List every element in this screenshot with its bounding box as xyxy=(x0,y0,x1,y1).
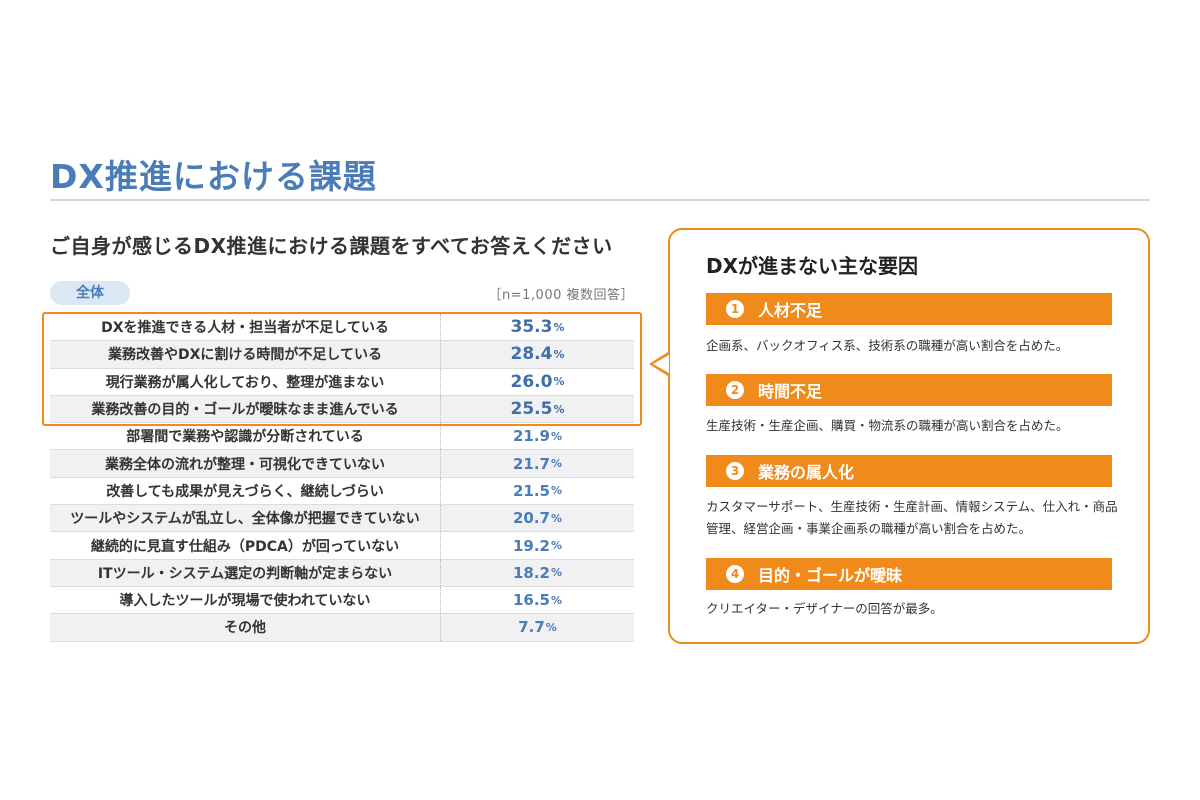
value-unit: % xyxy=(550,429,563,443)
value-unit: % xyxy=(550,484,563,498)
value-number: 16.5 xyxy=(512,591,550,610)
factor-desc-3: カスタマーサポート、生産技術・生産計画、情報システム、仕入れ・商品管理、経営企画… xyxy=(706,499,1118,536)
page-title: DX推進における課題 xyxy=(50,157,377,196)
row-label: 改善しても成果が見えづらく、継続しづらい xyxy=(106,483,384,500)
table-row: 業務改善やDXに割ける時間が不足している 28.4% xyxy=(50,341,634,369)
segment-badge: 全体 xyxy=(50,281,130,305)
factor-name: 業務の属人化 xyxy=(758,463,855,482)
value-unit: % xyxy=(550,593,563,607)
factor-name: 人材不足 xyxy=(758,301,823,320)
factor-bar-1: 1 人材不足 xyxy=(706,293,1112,325)
row-label: 部署間で業務や認識が分断されている xyxy=(126,429,364,446)
callout-title: DXが進まない主な要因 xyxy=(706,254,919,278)
row-value: 25.5% xyxy=(440,395,634,423)
sample-note: ［n=1,000 複数回答］ xyxy=(488,288,634,303)
row-label: 業務改善の目的・ゴールが曖昧なまま進んでいる xyxy=(91,402,399,419)
row-label: 業務全体の流れが整理・可視化できていない xyxy=(105,456,385,473)
factor-desc-4: クリエイター・デザイナーの回答が最多。 xyxy=(706,601,943,616)
row-label: ITツール・システム選定の判断軸が定まらない xyxy=(97,565,393,582)
value-unit: % xyxy=(545,620,557,634)
survey-question: ご自身が感じるDX推進における課題をすべてお答えください xyxy=(50,234,613,258)
row-value: 18.2% xyxy=(440,559,634,586)
value-number: 28.4 xyxy=(510,344,553,365)
table-row: DXを推進できる人材・担当者が不足している 35.3% xyxy=(50,314,634,342)
number-badge-icon: 3 xyxy=(726,462,744,480)
value-number: 18.2 xyxy=(512,563,550,582)
table-row: 導入したツールが現場で使われていない 16.5% xyxy=(50,586,634,615)
row-label: その他 xyxy=(224,620,266,637)
value-unit: % xyxy=(550,566,563,580)
row-label: ツールやシステムが乱立し、全体像が把握できていない xyxy=(70,511,420,528)
number-badge-icon: 1 xyxy=(726,300,744,318)
row-value: 21.7% xyxy=(440,450,634,477)
row-label: 継続的に見直す仕組み（PDCA）が回っていない xyxy=(90,538,400,555)
value-number: 25.5 xyxy=(510,399,553,420)
factor-name: 目的・ゴールが曖昧 xyxy=(758,566,903,585)
value-number: 26.0 xyxy=(510,371,553,392)
number-badge-icon: 4 xyxy=(726,565,744,583)
callout-pointer-fill xyxy=(653,355,669,373)
value-unit: % xyxy=(553,320,565,334)
title-divider xyxy=(50,199,1150,201)
value-number: 21.7 xyxy=(512,454,550,473)
factor-desc-1: 企画系、バックオフィス系、技術系の職種が高い割合を占めた。 xyxy=(706,338,1069,353)
number-badge-icon: 2 xyxy=(726,381,744,399)
value-number: 19.2 xyxy=(512,536,550,555)
row-value: 16.5% xyxy=(440,586,634,614)
row-value: 19.2% xyxy=(440,532,634,559)
value-number: 7.7 xyxy=(518,618,545,637)
row-value: 35.3% xyxy=(440,314,634,341)
row-label: 業務改善やDXに割ける時間が不足している xyxy=(108,347,382,364)
factor-name: 時間不足 xyxy=(758,382,823,401)
results-table: DXを推進できる人材・担当者が不足している 35.3% 業務改善やDXに割ける時間が… xyxy=(50,314,634,642)
table-row: 継続的に見直す仕組み（PDCA）が回っていない 19.2% xyxy=(50,532,634,560)
value-unit: % xyxy=(553,375,565,389)
row-label: DXを推進できる人材・担当者が不足している xyxy=(101,320,389,337)
row-value: 20.7% xyxy=(440,505,634,532)
factor-bar-3: 3 業務の属人化 xyxy=(706,455,1112,487)
table-row: 部署間で業務や認識が分断されている 21.9% xyxy=(50,423,634,451)
table-row: ツールやシステムが乱立し、全体像が把握できていない 20.7% xyxy=(50,505,634,533)
row-value: 21.5% xyxy=(440,477,634,505)
row-value: 21.9% xyxy=(440,423,634,450)
value-unit: % xyxy=(550,511,563,525)
factor-bar-2: 2 時間不足 xyxy=(706,374,1112,406)
value-unit: % xyxy=(550,457,563,471)
table-row: ITツール・システム選定の判断軸が定まらない 18.2% xyxy=(50,559,634,587)
table-row: 改善しても成果が見えづらく、継続しづらい 21.5% xyxy=(50,477,634,506)
row-value: 7.7% xyxy=(440,614,634,641)
row-label: 現行業務が属人化しており、整理が進まない xyxy=(105,374,385,391)
table-row: 業務全体の流れが整理・可視化できていない 21.7% xyxy=(50,450,634,478)
value-unit: % xyxy=(553,347,565,361)
table-row: 業務改善の目的・ゴールが曖昧なまま進んでいる 25.5% xyxy=(50,395,634,424)
value-unit: % xyxy=(550,539,563,553)
value-number: 20.7 xyxy=(512,509,550,528)
row-value: 26.0% xyxy=(440,368,634,395)
row-label: 導入したツールが現場で使われていない xyxy=(119,593,371,610)
factor-desc-2: 生産技術・生産企画、購買・物流系の職種が高い割合を占めた。 xyxy=(706,418,1069,433)
value-number: 35.3 xyxy=(510,317,553,338)
value-number: 21.9 xyxy=(512,427,550,446)
value-unit: % xyxy=(553,402,565,416)
row-value: 28.4% xyxy=(440,341,634,368)
value-number: 21.5 xyxy=(512,481,550,500)
table-row: その他 7.7% xyxy=(50,614,634,642)
factor-bar-4: 4 目的・ゴールが曖昧 xyxy=(706,558,1112,590)
table-row: 現行業務が属人化しており、整理が進まない 26.0% xyxy=(50,368,634,396)
